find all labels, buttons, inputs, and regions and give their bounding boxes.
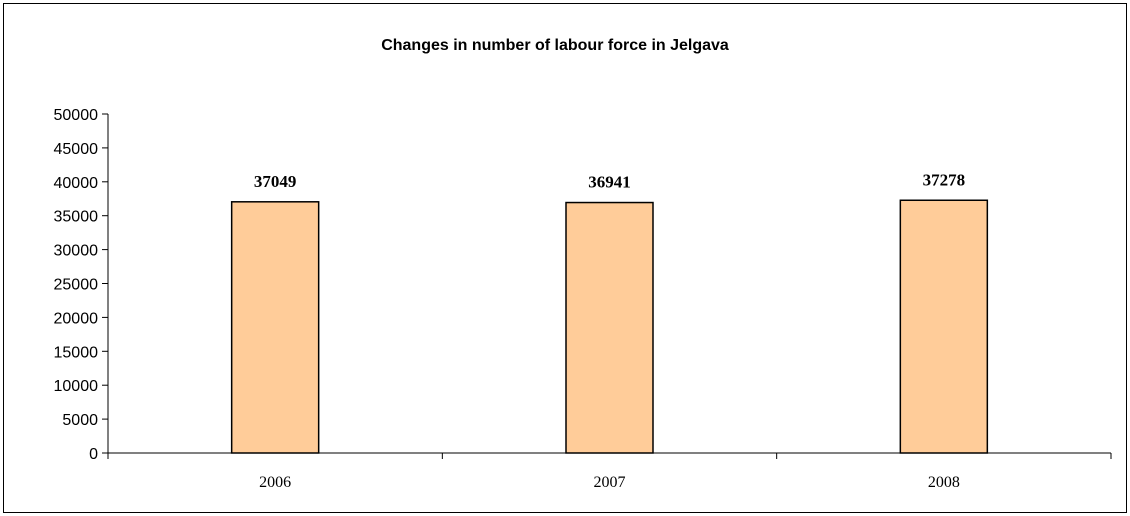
y-tick-label: 40000 <box>54 175 99 192</box>
data-label: 36941 <box>588 173 631 192</box>
data-label: 37049 <box>254 172 297 191</box>
x-tick-label: 2007 <box>594 474 626 491</box>
y-tick-label: 0 <box>89 446 98 463</box>
y-tick-label: 15000 <box>54 344 99 361</box>
y-axis: 0 5000 10000 15000 20000 25000 30000 35000 40000… <box>54 107 109 463</box>
x-axis: 2006 2007 2008 <box>107 452 1112 491</box>
x-tick-label: 2006 <box>259 474 291 491</box>
data-label: 37278 <box>923 170 966 189</box>
bar-2007 <box>565 201 654 454</box>
y-tick-label: 25000 <box>54 277 99 294</box>
y-tick-label: 45000 <box>54 141 99 158</box>
y-tick-label: 20000 <box>54 310 99 327</box>
x-tick-label: 2008 <box>928 474 960 491</box>
bar-chart: Changes in number of labour force in Jel… <box>54 37 1112 491</box>
y-tick-label: 35000 <box>54 209 99 226</box>
bar-2008 <box>899 199 989 454</box>
bar-2006 <box>230 201 320 454</box>
chart-title: Changes in number of labour force in Jel… <box>381 37 729 54</box>
y-tick-label: 50000 <box>54 107 99 124</box>
y-tick-label: 10000 <box>54 378 99 395</box>
y-tick-label: 5000 <box>62 412 98 429</box>
y-tick-label: 30000 <box>54 243 99 260</box>
chart-frame: Changes in number of labour force in Jel… <box>3 3 1127 513</box>
bars <box>230 199 989 454</box>
data-labels: 37049 36941 37278 <box>254 170 965 191</box>
